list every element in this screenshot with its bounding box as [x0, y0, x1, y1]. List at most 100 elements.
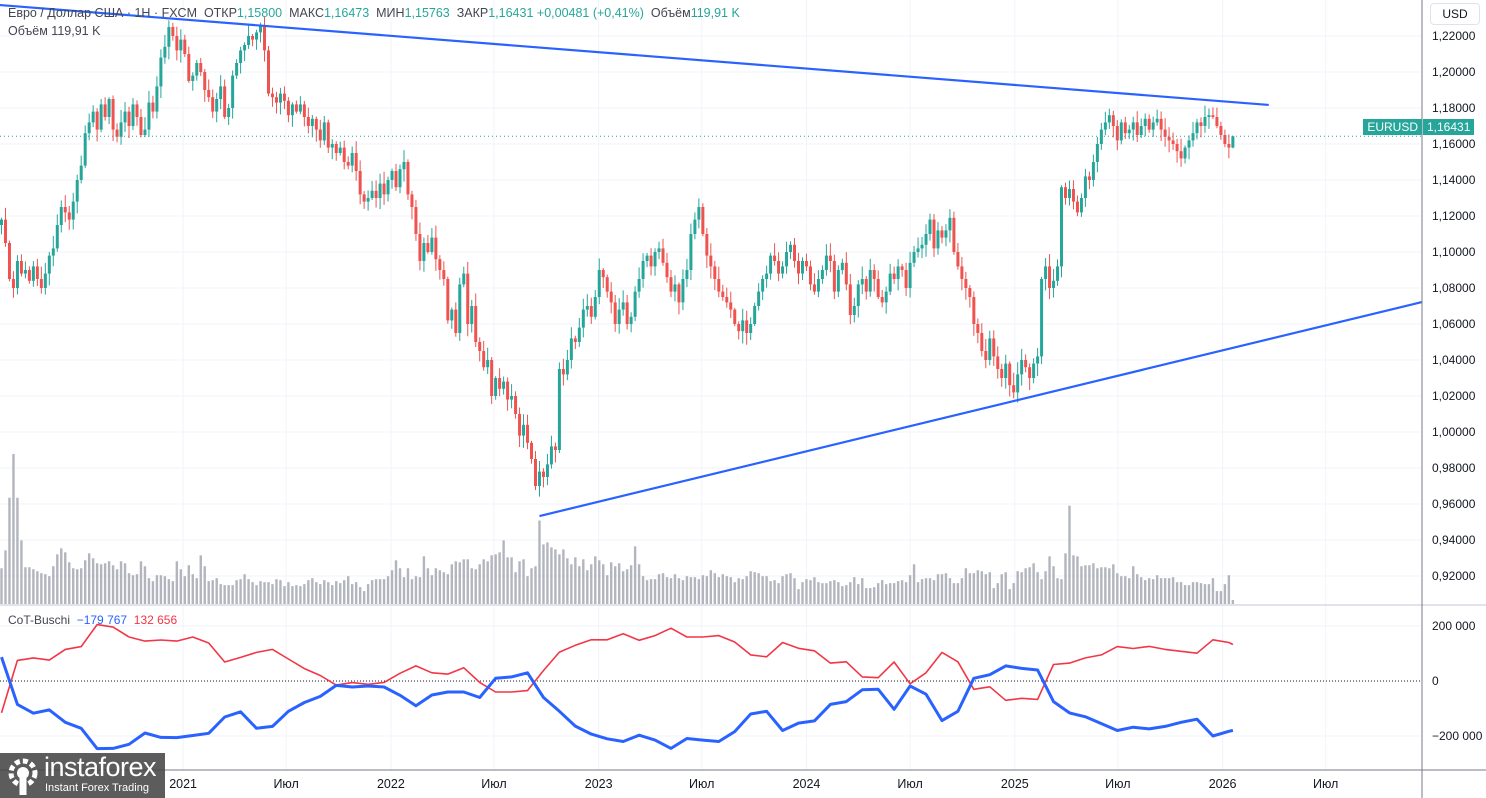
volume-bar [20, 540, 23, 604]
candle-down [251, 36, 255, 40]
volume-bar [1116, 573, 1119, 604]
candle-down [952, 217, 956, 252]
high-label: МАКС [289, 6, 324, 20]
candle-up [593, 297, 597, 317]
price-tick-label: 0,92000 [1432, 569, 1476, 583]
candle-down [876, 279, 880, 297]
candle-down [904, 270, 908, 288]
candle-down [183, 39, 187, 54]
volume-bar [996, 583, 999, 604]
candle-up [450, 309, 454, 321]
candle-down [7, 243, 11, 279]
volume-bar [550, 547, 553, 604]
volume-bar [821, 583, 824, 604]
candle-down [175, 36, 179, 51]
candle-up [47, 255, 51, 274]
volume-bar [896, 581, 900, 604]
candle-down [984, 351, 988, 360]
candle-up [1060, 187, 1064, 267]
candle-up [330, 144, 334, 148]
candle-up [1207, 115, 1211, 117]
time-tick-label: 2026 [1209, 777, 1237, 791]
candle-up [944, 230, 948, 238]
candle-down [797, 261, 800, 274]
volume-bar [366, 584, 370, 604]
candle-up [378, 183, 382, 198]
candle-up [824, 255, 828, 270]
candle-up [1004, 363, 1008, 378]
volume-bar [1040, 579, 1043, 604]
candle-up [370, 190, 374, 198]
volume-bar [578, 566, 581, 604]
candle-up [1107, 115, 1111, 123]
volume-bar [454, 561, 457, 604]
volume-bar [1132, 566, 1135, 604]
candle-down [362, 194, 366, 202]
volume-bar [598, 560, 601, 604]
candle-up [1203, 117, 1207, 126]
volume-bar [446, 574, 450, 604]
volume-bar [470, 568, 473, 604]
candle-down [1147, 118, 1151, 130]
trendline [0, 3, 1269, 107]
volume-bar [653, 579, 657, 604]
price-tick-label: 1,20000 [1432, 65, 1476, 79]
candle-down [1175, 144, 1179, 152]
candle-down [63, 207, 67, 213]
volume-bar [793, 578, 796, 604]
volume-bar [637, 564, 641, 604]
volume-bar [251, 582, 254, 604]
volume-bar [968, 573, 972, 604]
volume-bar [717, 577, 720, 604]
volume-bar [861, 578, 864, 604]
volume-bar [877, 583, 880, 604]
volume-bar [1171, 577, 1175, 604]
candle-up [159, 57, 163, 87]
symbol-legend: Евро / Доллар США · 1Н · FXCM ОТКР1,1580… [8, 6, 740, 21]
volume-bar [430, 575, 434, 604]
volume-bar [474, 569, 477, 604]
volume-bar [374, 579, 378, 604]
candle-up [191, 75, 195, 81]
volume-bar [757, 573, 760, 604]
trendlines[interactable] [0, 3, 1423, 518]
candle-down [649, 255, 653, 267]
candle-down [804, 261, 808, 267]
volume-bar [343, 580, 346, 604]
gear-logo-icon [8, 758, 38, 795]
candle-down [1028, 367, 1032, 378]
volume-bar [311, 578, 314, 604]
candle-up [577, 327, 581, 342]
candle-down [589, 306, 593, 317]
candle-up [936, 230, 940, 249]
candle-up [657, 248, 661, 252]
candle-up [43, 273, 47, 288]
candle-down [733, 309, 737, 324]
candle-down [478, 342, 482, 351]
volume-bar [263, 582, 266, 604]
volume-bar [1108, 568, 1111, 604]
volume-bar [681, 580, 685, 604]
volume-bar [1120, 576, 1123, 604]
price-tick-label: 1,06000 [1432, 317, 1476, 331]
volume-bar [1036, 572, 1039, 604]
volume-bar [354, 582, 358, 604]
close-value: 1,16431 [488, 6, 534, 20]
volume-bar [777, 583, 780, 604]
candle-down [1000, 369, 1004, 378]
candle-up [769, 255, 773, 274]
volume-bar [892, 583, 896, 604]
volume-bar [960, 578, 964, 604]
price-tick-label: 1,12000 [1432, 209, 1476, 223]
volume-bar [900, 580, 904, 604]
volume-bar [558, 554, 561, 604]
volume-bar [80, 568, 83, 604]
candle-up [912, 252, 916, 263]
candle-up [147, 102, 151, 130]
candle-up [179, 39, 183, 51]
currency-button[interactable]: USD [1430, 3, 1480, 25]
volume-bar [1084, 565, 1087, 604]
indicator-tick-label: −200 000 [1432, 729, 1483, 743]
volume-bar [1199, 583, 1203, 604]
